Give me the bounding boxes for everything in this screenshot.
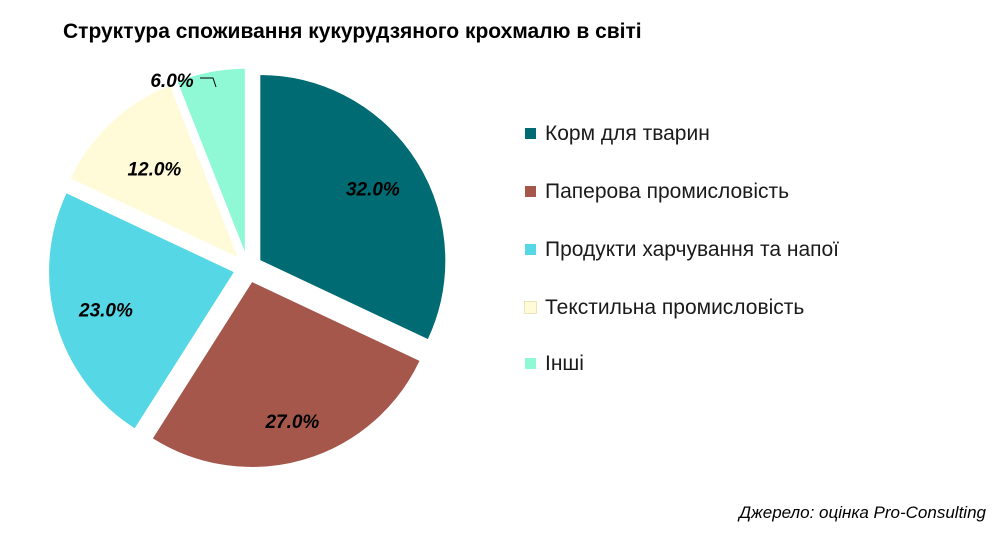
source-note: Джерело: оцінка Pro-Consulting <box>739 503 986 522</box>
chart-title: Структура споживання кукурудзяного крохм… <box>63 20 642 43</box>
legend-label: Продукти харчування та напої <box>545 238 840 261</box>
legend-swatch <box>524 301 537 314</box>
legend-item-1: Корм для тварин <box>525 120 865 147</box>
legend-item-2: Паперова промисловість <box>525 178 865 205</box>
legend-item-5: Інші <box>525 350 865 377</box>
slice-label-2: 27.0% <box>264 412 319 433</box>
leader-line <box>200 77 217 88</box>
pie-slice-3 <box>48 192 236 430</box>
pie-slice-2 <box>151 280 421 468</box>
legend-swatch <box>525 128 536 139</box>
legend-label: Текстильна промисловість <box>545 296 805 319</box>
legend-label: Паперова промисловість <box>545 180 790 203</box>
pie-slice-5 <box>176 67 246 255</box>
slice-label-1: 32.0% <box>346 180 400 201</box>
legend-label: Корм для тварин <box>545 122 710 145</box>
legend-swatch <box>525 358 536 369</box>
legend-item-3: Продукти харчування та напої <box>525 236 865 263</box>
legend-label: Інші <box>545 352 584 375</box>
slice-label-3: 23.0% <box>78 300 133 321</box>
pie-slice-4 <box>69 84 240 259</box>
slice-label-5: 6.0% <box>150 71 193 92</box>
pie-slice-1 <box>259 73 447 341</box>
legend-item-4: Текстильна промисловість <box>524 294 865 321</box>
legend-swatch <box>525 244 536 255</box>
slice-label-4: 12.0% <box>127 159 181 180</box>
legend-swatch <box>525 186 536 197</box>
